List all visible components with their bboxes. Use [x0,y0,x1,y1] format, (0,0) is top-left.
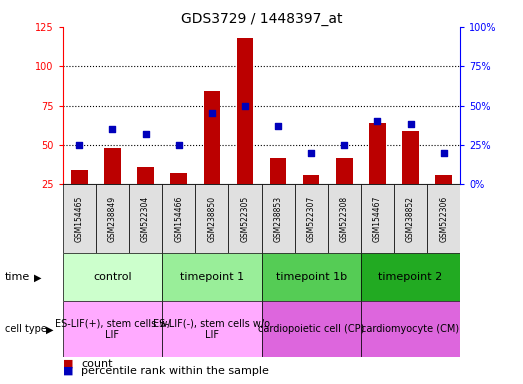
Bar [236,38,253,184]
Bar [162,253,262,301]
Bar [270,157,287,184]
Bar [361,301,460,357]
Bar [170,173,187,184]
Bar [162,184,195,253]
Point [175,142,183,148]
Text: ■: ■ [63,359,73,369]
Text: ES-LIF(-), stem cells w/o
LIF: ES-LIF(-), stem cells w/o LIF [153,318,270,340]
Title: GDS3729 / 1448397_at: GDS3729 / 1448397_at [181,12,342,26]
Text: timepoint 1b: timepoint 1b [276,272,347,283]
Point [373,118,382,124]
Point [75,142,84,148]
Text: GSM238853: GSM238853 [274,196,282,242]
Point [108,126,117,132]
Bar [195,184,229,253]
Point [340,142,348,148]
Bar [303,175,320,184]
Text: timepoint 2: timepoint 2 [379,272,442,283]
Bar [63,253,162,301]
Text: count: count [81,359,112,369]
Bar [63,301,162,357]
Bar [129,184,162,253]
Bar [71,170,87,184]
Bar [262,184,294,253]
Bar [63,184,96,253]
Text: GSM238850: GSM238850 [207,196,217,242]
Bar [427,184,460,253]
Text: cell type: cell type [5,324,47,334]
Text: GSM238852: GSM238852 [406,196,415,242]
Text: GSM154467: GSM154467 [373,196,382,242]
Point [208,111,216,117]
Point [141,131,150,137]
Text: GSM238849: GSM238849 [108,196,117,242]
Text: cardiopoietic cell (CP): cardiopoietic cell (CP) [258,324,365,334]
Bar [294,184,328,253]
Bar [435,175,452,184]
Text: GSM154465: GSM154465 [75,196,84,242]
Bar [262,301,361,357]
Text: ▶: ▶ [46,324,53,334]
Bar [402,131,419,184]
Text: ▶: ▶ [34,272,41,283]
Bar [369,123,385,184]
Text: timepoint 1: timepoint 1 [180,272,244,283]
Text: GSM154466: GSM154466 [174,196,183,242]
Bar [203,91,220,184]
Bar [104,148,121,184]
Point [406,121,415,127]
Point [274,123,282,129]
Bar [336,157,353,184]
Text: cardiomyocyte (CM): cardiomyocyte (CM) [361,324,460,334]
Bar [229,184,262,253]
Bar [96,184,129,253]
Bar [328,184,361,253]
Text: ES-LIF(+), stem cells w/
LIF: ES-LIF(+), stem cells w/ LIF [54,318,170,340]
Bar [162,301,262,357]
Bar [262,253,361,301]
Point [307,150,315,156]
Point [241,103,249,109]
Text: GSM522305: GSM522305 [241,196,249,242]
Point [439,150,448,156]
Text: GSM522308: GSM522308 [340,196,349,242]
Text: GSM522307: GSM522307 [306,196,316,242]
Bar [361,184,394,253]
Bar [361,253,460,301]
Bar [137,167,154,184]
Bar [394,184,427,253]
Text: GSM522304: GSM522304 [141,196,150,242]
Text: percentile rank within the sample: percentile rank within the sample [81,366,269,376]
Text: control: control [93,272,132,283]
Text: time: time [5,272,30,283]
Text: GSM522306: GSM522306 [439,196,448,242]
Text: ■: ■ [63,366,73,376]
